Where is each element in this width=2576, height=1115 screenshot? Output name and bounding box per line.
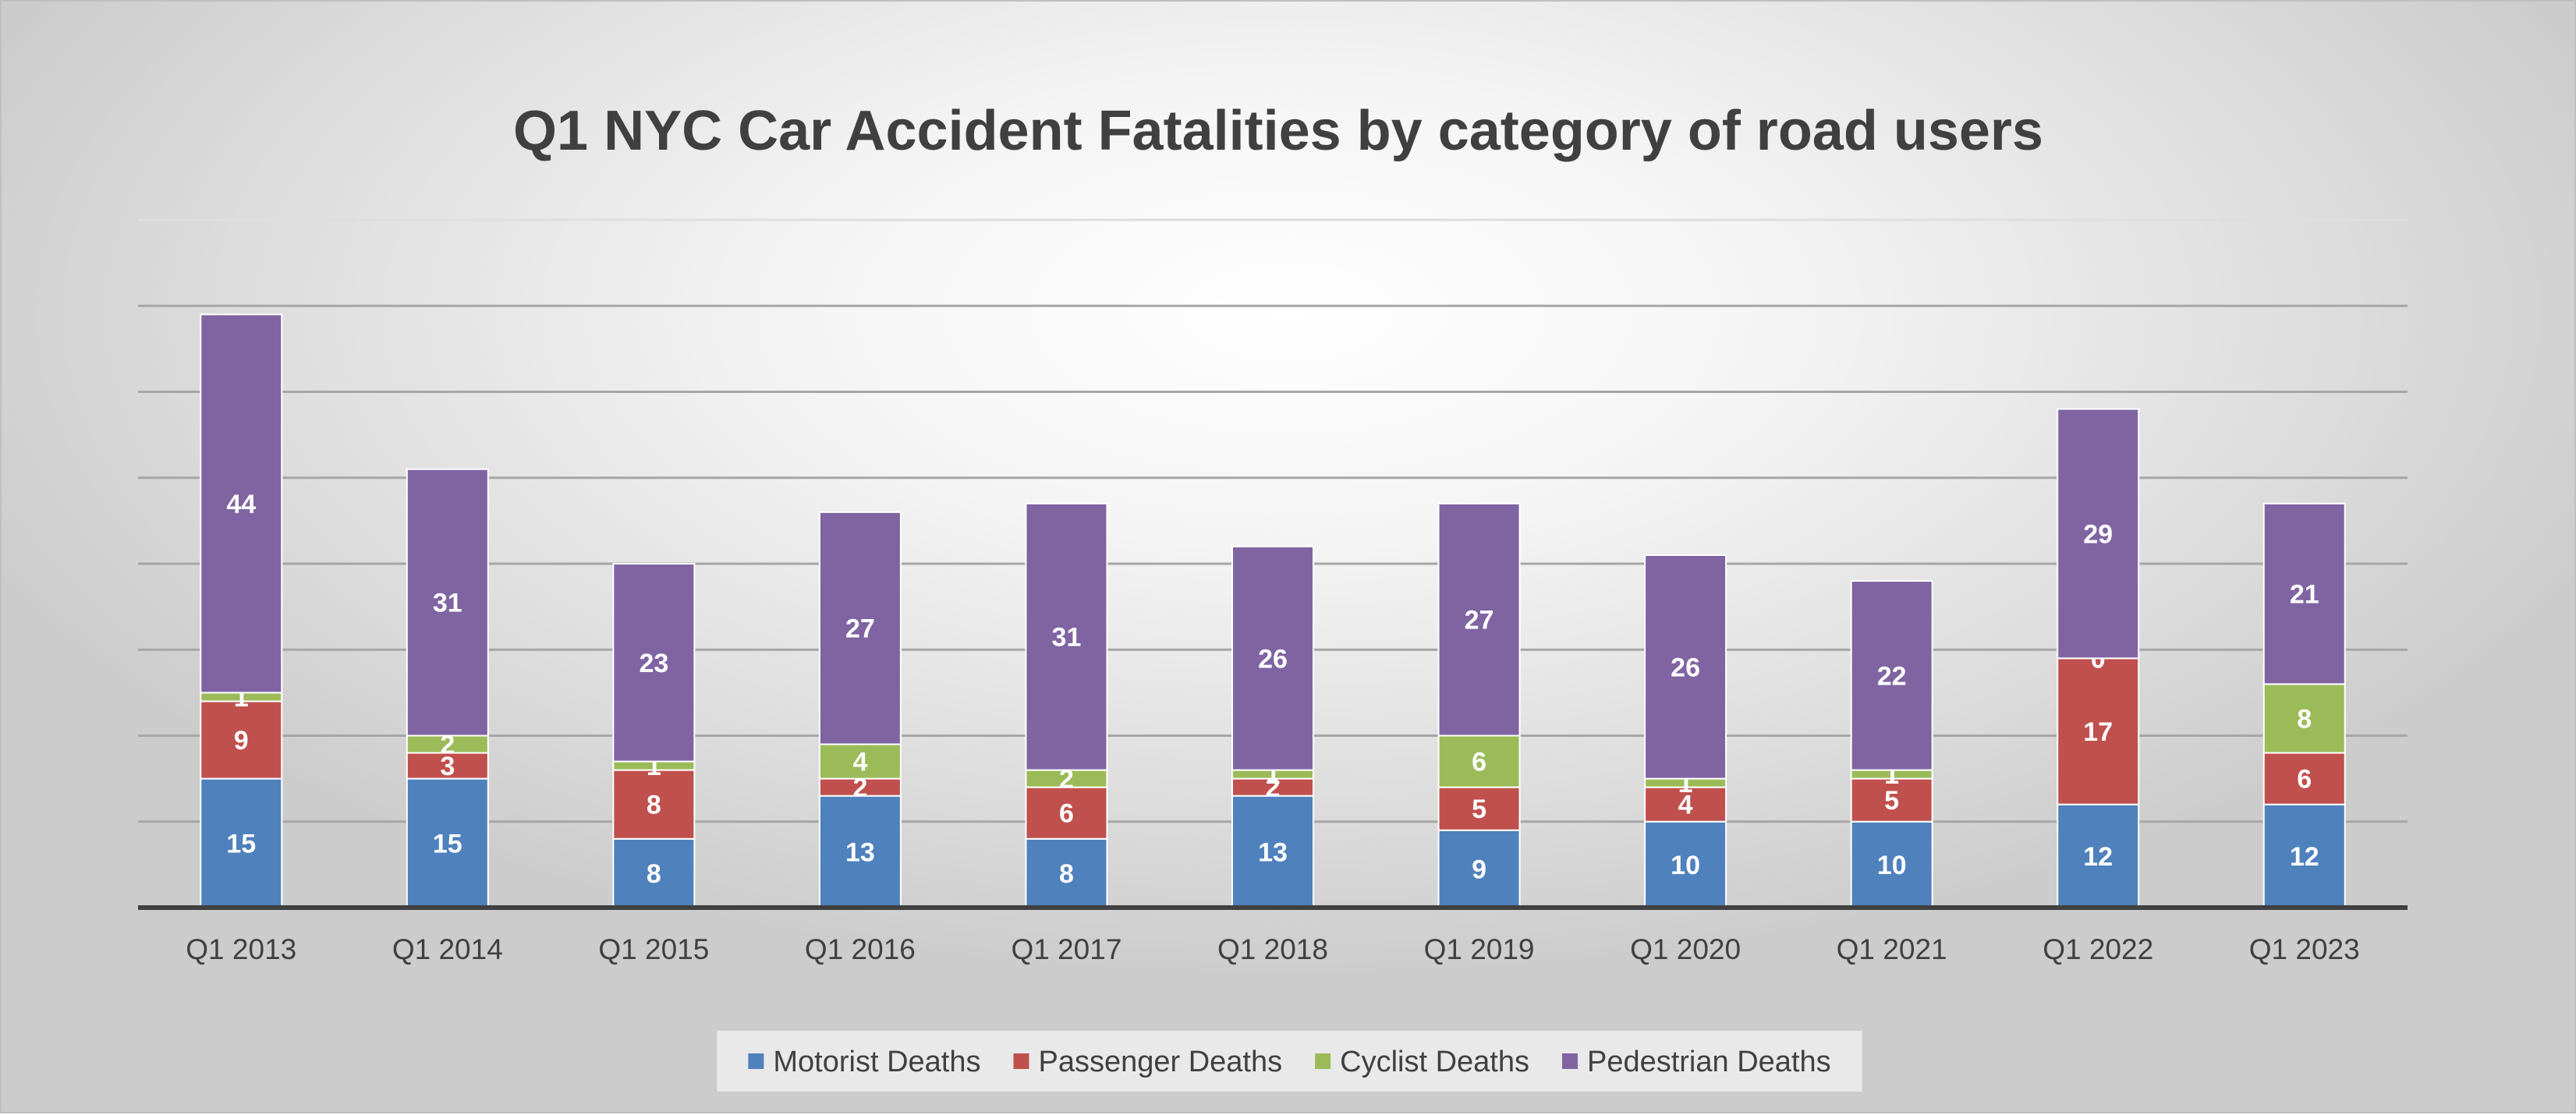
bar-segment[interactable] xyxy=(818,743,902,780)
x-tick-label: Q1 2019 xyxy=(1424,933,1535,965)
legend-swatch xyxy=(1013,1053,1029,1069)
bar-segment[interactable] xyxy=(1437,786,1521,831)
data-label: 27 xyxy=(845,614,875,644)
data-label: 2 xyxy=(440,731,455,760)
data-label: 6 xyxy=(1472,748,1486,777)
bar-segment[interactable] xyxy=(1025,502,1108,771)
bar-segment[interactable] xyxy=(1644,820,1727,908)
bar-segment[interactable] xyxy=(2057,408,2140,660)
bar-segment[interactable] xyxy=(1025,837,1108,909)
data-label: 8 xyxy=(2297,704,2312,734)
x-tick-label: Q1 2014 xyxy=(392,933,503,965)
data-label: 8 xyxy=(647,859,661,889)
x-tick-label: Q1 2020 xyxy=(1630,933,1741,965)
bar-segment[interactable] xyxy=(200,313,283,694)
x-tick-label: Q1 2017 xyxy=(1011,933,1121,965)
legend-label: Passenger Deaths xyxy=(1038,1046,1282,1078)
data-label: 6 xyxy=(2297,765,2312,795)
data-label: 23 xyxy=(639,649,668,678)
legend-box xyxy=(717,1031,1862,1092)
legend-label: Motorist Deaths xyxy=(773,1046,980,1078)
x-tick-label: Q1 2021 xyxy=(1837,933,1947,965)
data-label: 44 xyxy=(226,490,256,519)
data-label: 27 xyxy=(1465,606,1494,635)
bar-segment[interactable] xyxy=(406,468,489,737)
data-label: 31 xyxy=(433,589,462,618)
data-label: 8 xyxy=(647,791,661,820)
data-label: 12 xyxy=(2083,842,2113,872)
bar-segment[interactable] xyxy=(1850,777,1933,823)
x-tick-label: Q1 2016 xyxy=(805,933,916,965)
bar-segment[interactable] xyxy=(1850,580,1933,771)
data-label: 5 xyxy=(1472,795,1486,824)
legend[interactable]: Motorist Deaths Passenger Deaths Cyclist D… xyxy=(717,1031,1862,1092)
legend-swatch xyxy=(748,1053,764,1069)
data-label: 15 xyxy=(226,829,256,858)
data-label: 5 xyxy=(1884,786,1899,816)
bar-segment[interactable] xyxy=(1231,545,1314,771)
data-label: 13 xyxy=(845,837,875,867)
legend-label: Cyclist Deaths xyxy=(1340,1046,1529,1078)
data-label: 13 xyxy=(1258,837,1288,867)
data-label: 6 xyxy=(1059,799,1074,829)
bars: 1591441532318812313242786231132126956271… xyxy=(200,313,2346,909)
data-label: 3 xyxy=(440,752,455,781)
data-label: 8 xyxy=(1059,859,1074,889)
x-tick-label: Q1 2015 xyxy=(598,933,709,965)
data-label: 17 xyxy=(2083,717,2113,747)
bar-segment[interactable] xyxy=(406,752,489,780)
data-label: 22 xyxy=(1877,661,1907,691)
bar-segment[interactable] xyxy=(612,769,696,840)
bar-segment[interactable] xyxy=(612,837,696,909)
data-label: 4 xyxy=(1678,791,1693,820)
bar-segment[interactable] xyxy=(1437,829,1521,909)
data-label: 2 xyxy=(1059,765,1074,795)
legend-swatch xyxy=(1315,1053,1331,1069)
x-tick-label: Q1 2018 xyxy=(1217,933,1328,965)
chart-title: Q1 NYC Car Accident Fatalities by catego… xyxy=(513,100,2043,162)
x-tick-label: Q1 2022 xyxy=(2043,933,2153,965)
bar-segment[interactable] xyxy=(1437,502,1521,737)
bar-segment[interactable] xyxy=(1025,786,1108,840)
bar-segment[interactable] xyxy=(612,563,696,763)
bar-segment[interactable] xyxy=(406,777,489,908)
data-label: 2 xyxy=(1266,773,1281,803)
bar-segment[interactable] xyxy=(1437,734,1521,788)
bar-segment[interactable] xyxy=(1231,795,1314,908)
bar-segment[interactable] xyxy=(2262,502,2346,685)
x-axis: Q1 2013 Q1 2014 Q1 2015 Q1 2016 Q1 2017 Q1 20… xyxy=(138,905,2408,965)
bar-segment[interactable] xyxy=(1644,554,1727,780)
data-label: 29 xyxy=(2083,519,2113,549)
bar-segment[interactable] xyxy=(2057,657,2140,805)
bar-segment[interactable] xyxy=(2057,803,2140,908)
data-label: 12 xyxy=(2290,842,2319,872)
bar-segment[interactable] xyxy=(818,511,902,745)
data-label: 10 xyxy=(1877,851,1907,880)
data-label: 31 xyxy=(1052,623,1082,653)
data-label: 9 xyxy=(234,726,249,756)
data-label: 26 xyxy=(1671,653,1700,682)
legend-swatch xyxy=(1561,1053,1578,1069)
data-label: 26 xyxy=(1258,644,1288,674)
legend-label: Pedestrian Deaths xyxy=(1587,1046,1831,1078)
data-label: 21 xyxy=(2290,580,2319,610)
data-label: 2 xyxy=(852,773,867,803)
x-tick-label: Q1 2023 xyxy=(2249,933,2360,965)
bar-segment[interactable] xyxy=(200,777,283,908)
data-label: 9 xyxy=(1472,855,1486,884)
data-label: 10 xyxy=(1671,851,1700,880)
bar-segment[interactable] xyxy=(200,700,283,780)
x-tick-label: Q1 2013 xyxy=(186,933,296,965)
data-label: 15 xyxy=(433,829,462,858)
data-label: 4 xyxy=(852,748,867,777)
